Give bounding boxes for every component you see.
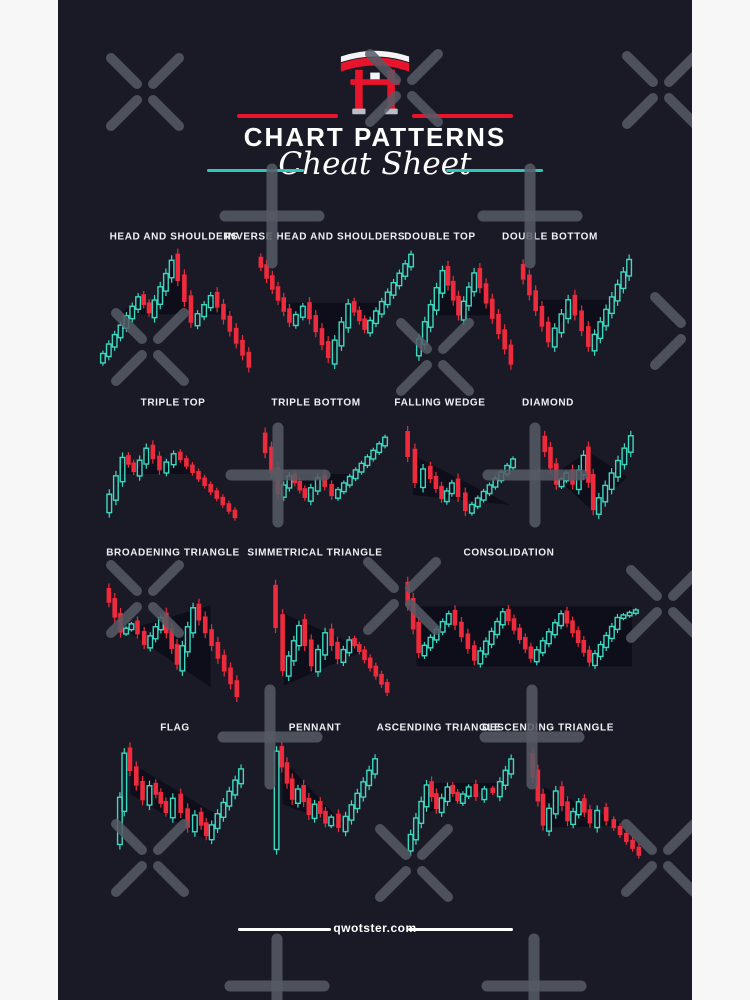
pattern-panel-double-bottom [520, 254, 633, 367]
pattern-label-simmetrical-triangle: SIMMETRICAL TRIANGLE [247, 547, 383, 559]
pattern-label-descending-triangle: DESCENDING TRIANGLE [482, 722, 614, 734]
pattern-panel-simmetrical-triangle [272, 579, 390, 700]
pattern-label-flag: FLAG [160, 722, 190, 734]
pattern-label-broadening-triangle: BROADENING TRIANGLE [106, 547, 240, 559]
footer-line-left [238, 928, 331, 931]
header-red-line-left [237, 114, 338, 118]
pattern-chart-double-top [415, 260, 514, 370]
poster-subtitle: Cheat Sheet [278, 146, 472, 182]
pattern-chart-broadening-triangle [106, 583, 240, 703]
pattern-panel-broadening-triangle [106, 578, 240, 703]
pattern-label-pennant: PENNANT [288, 722, 342, 734]
poster-title: CHART PATTERNS [243, 122, 507, 152]
pattern-chart-diamond [542, 430, 634, 520]
torii-gate-icon [340, 50, 410, 115]
pattern-label-ascending-triangle: ASCENDING TRIANGLE [376, 722, 502, 734]
pattern-chart-simmetrical-triangle [273, 579, 390, 697]
pattern-panel-pennant [273, 741, 379, 856]
pattern-chart-descending-triangle [530, 748, 642, 859]
pattern-panel-inverse-head-and-shoulders [258, 250, 415, 370]
pattern-chart-double-bottom [520, 254, 633, 356]
pattern-chart-triple-bottom [262, 427, 389, 506]
pattern-panel-ascending-triangle [407, 754, 515, 856]
pattern-panel-head-and-shoulders [99, 248, 252, 373]
pattern-label-triple-top: TRIPLE TOP [140, 397, 206, 409]
poster: CHART PATTERNS Cheat Sheet HEAD AND SHOU… [58, 0, 692, 1000]
pattern-label-double-top: DOUBLE TOP [404, 231, 476, 243]
pattern-chart-inverse-head-and-shoulders [258, 250, 415, 369]
subtitle-teal-line-right [446, 169, 543, 172]
pattern-label-falling-wedge: FALLING WEDGE [394, 397, 486, 409]
pattern-label-head-and-shoulders: HEAD AND SHOULDERS [109, 231, 239, 243]
footer-line-right [408, 928, 513, 931]
pattern-panel-triple-top [106, 428, 238, 521]
pattern-panel-diamond [538, 424, 634, 522]
pattern-label-triple-bottom: TRIPLE BOTTOM [271, 397, 361, 409]
pattern-chart-head-and-shoulders [99, 248, 252, 373]
pattern-panel-falling-wedge [404, 425, 517, 525]
pattern-label-consolidation: CONSOLIDATION [463, 547, 555, 559]
pattern-chart-ascending-triangle [407, 754, 515, 856]
subtitle-teal-line-left [207, 169, 304, 172]
pattern-panel-descending-triangle [530, 748, 642, 859]
pattern-chart-pennant [273, 741, 379, 855]
header-red-line-right [412, 114, 513, 118]
pattern-label-double-bottom: DOUBLE BOTTOM [502, 231, 598, 243]
footer-site: qwotster.com [333, 921, 417, 935]
pattern-panel-triple-bottom [262, 427, 389, 520]
pattern-panel-double-top [415, 255, 514, 370]
pattern-panel-consolidation [405, 576, 639, 672]
pattern-chart-consolidation [405, 576, 639, 670]
pattern-chart-triple-top [106, 440, 238, 521]
pattern-chart-falling-wedge [405, 426, 517, 516]
pattern-label-inverse-head-and-shoulders: INVERSE HEAD AND SHOULDERS [224, 231, 406, 243]
pattern-label-diamond: DIAMOND [522, 397, 574, 409]
pattern-panel-flag [116, 742, 245, 855]
pattern-chart-flag [116, 742, 245, 850]
